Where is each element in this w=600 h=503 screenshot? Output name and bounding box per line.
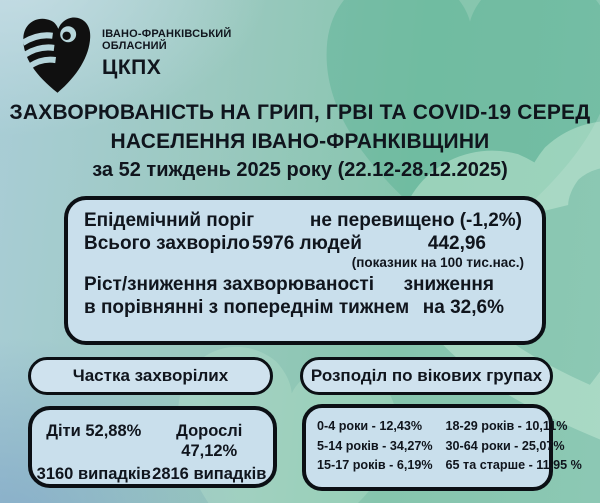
title-line2: НАСЕЛЕННЯ ІВАНО-ФРАНКІВЩИНИ bbox=[110, 129, 490, 153]
age-group-18-29: 18-29 років - 10,11% bbox=[445, 419, 568, 433]
age-section-header: Розподіл по вікових групах bbox=[300, 357, 553, 395]
total-sick-count: 5976 людей bbox=[252, 233, 362, 255]
org-name: ІВАНО-ФРАНКІВСЬКИЙ ОБЛАСНИЙ ЦКПХ bbox=[102, 28, 231, 80]
page-title: ЗАХВОРЮВАНІСТЬ НА ГРИП, ГРВІ ТА COVID-19… bbox=[0, 99, 600, 185]
trend-comparison-label: в порівнянні з попереднім тижнем bbox=[84, 297, 410, 319]
total-sick-row: Всього захворіло 5976 людей 442,96 bbox=[84, 232, 528, 255]
age-group-65-plus: 65 та старше - 11,95 % bbox=[445, 458, 582, 473]
title-line1: ЗАХВОРЮВАНІСТЬ НА ГРИП, ГРВІ ТА COVID-19… bbox=[9, 101, 591, 124]
age-grid: 0-4 роки - 12,43% 18-29 років - 10,11% 5… bbox=[317, 419, 582, 474]
trend-comparison-row: в порівнянні з попереднім тижнем на 32,6… bbox=[84, 296, 528, 319]
share-section-header-label: Частка захворілих bbox=[72, 366, 229, 385]
share-section-header: Частка захворілих bbox=[28, 357, 273, 395]
trend-value: зниження bbox=[403, 273, 494, 295]
summary-panel: Епідемічний поріг не перевищено (-1,2%) … bbox=[64, 196, 546, 345]
org-logo-heart-icon bbox=[23, 17, 91, 93]
adults-cases: 2816 випадків bbox=[152, 464, 267, 483]
age-section-header-label: Розподіл по вікових групах bbox=[310, 366, 543, 385]
share-grid: Діти 52,88% Дорослі 47,12% 3160 випадків… bbox=[36, 422, 267, 484]
trend-comparison-value: на 32,6% bbox=[422, 297, 504, 319]
org-name-line1: ІВАНО-ФРАНКІВСЬКИЙ bbox=[102, 27, 232, 40]
age-group-5-14: 5-14 років - 34,27% bbox=[317, 438, 433, 453]
org-name-line2: ОБЛАСНИЙ bbox=[102, 40, 167, 53]
org-header: ІВАНО-ФРАНКІВСЬКИЙ ОБЛАСНИЙ ЦКПХ bbox=[18, 12, 231, 96]
age-group-30-64: 30-64 роки - 25,07% bbox=[445, 438, 565, 453]
age-group-0-4: 0-4 роки - 12,43% bbox=[317, 419, 423, 433]
age-group-15-17: 15-17 років - 6,19% bbox=[317, 458, 433, 473]
age-panel: 0-4 роки - 12,43% 18-29 років - 10,11% 5… bbox=[302, 404, 582, 491]
incidence-rate-note: (показник на 100 тис.нас.) bbox=[351, 255, 524, 271]
incidence-rate-value: 442,96 bbox=[427, 233, 486, 255]
epidemic-threshold-row: Епідемічний поріг не перевищено (-1,2%) bbox=[84, 209, 528, 232]
trend-label: Ріст/зниження захворюваності bbox=[84, 273, 374, 295]
trend-row: Ріст/зниження захворюваності зниження bbox=[84, 273, 528, 296]
epidemic-threshold-value: не перевищено (-1,2%) bbox=[309, 210, 522, 231]
adults-share: Дорослі 47,12% bbox=[176, 422, 243, 460]
children-cases: 3160 випадків bbox=[36, 464, 151, 483]
title-line3: за 52 тиждень 2025 року (22.12-28.12.202… bbox=[92, 158, 508, 181]
org-abbreviation: ЦКПХ bbox=[102, 56, 162, 80]
epidemic-threshold-label: Епідемічний поріг bbox=[84, 210, 255, 231]
children-share: Діти 52,88% bbox=[46, 422, 142, 440]
share-panel: Діти 52,88% Дорослі 47,12% 3160 випадків… bbox=[28, 406, 277, 488]
total-sick-label: Всього захворіло bbox=[84, 233, 250, 255]
